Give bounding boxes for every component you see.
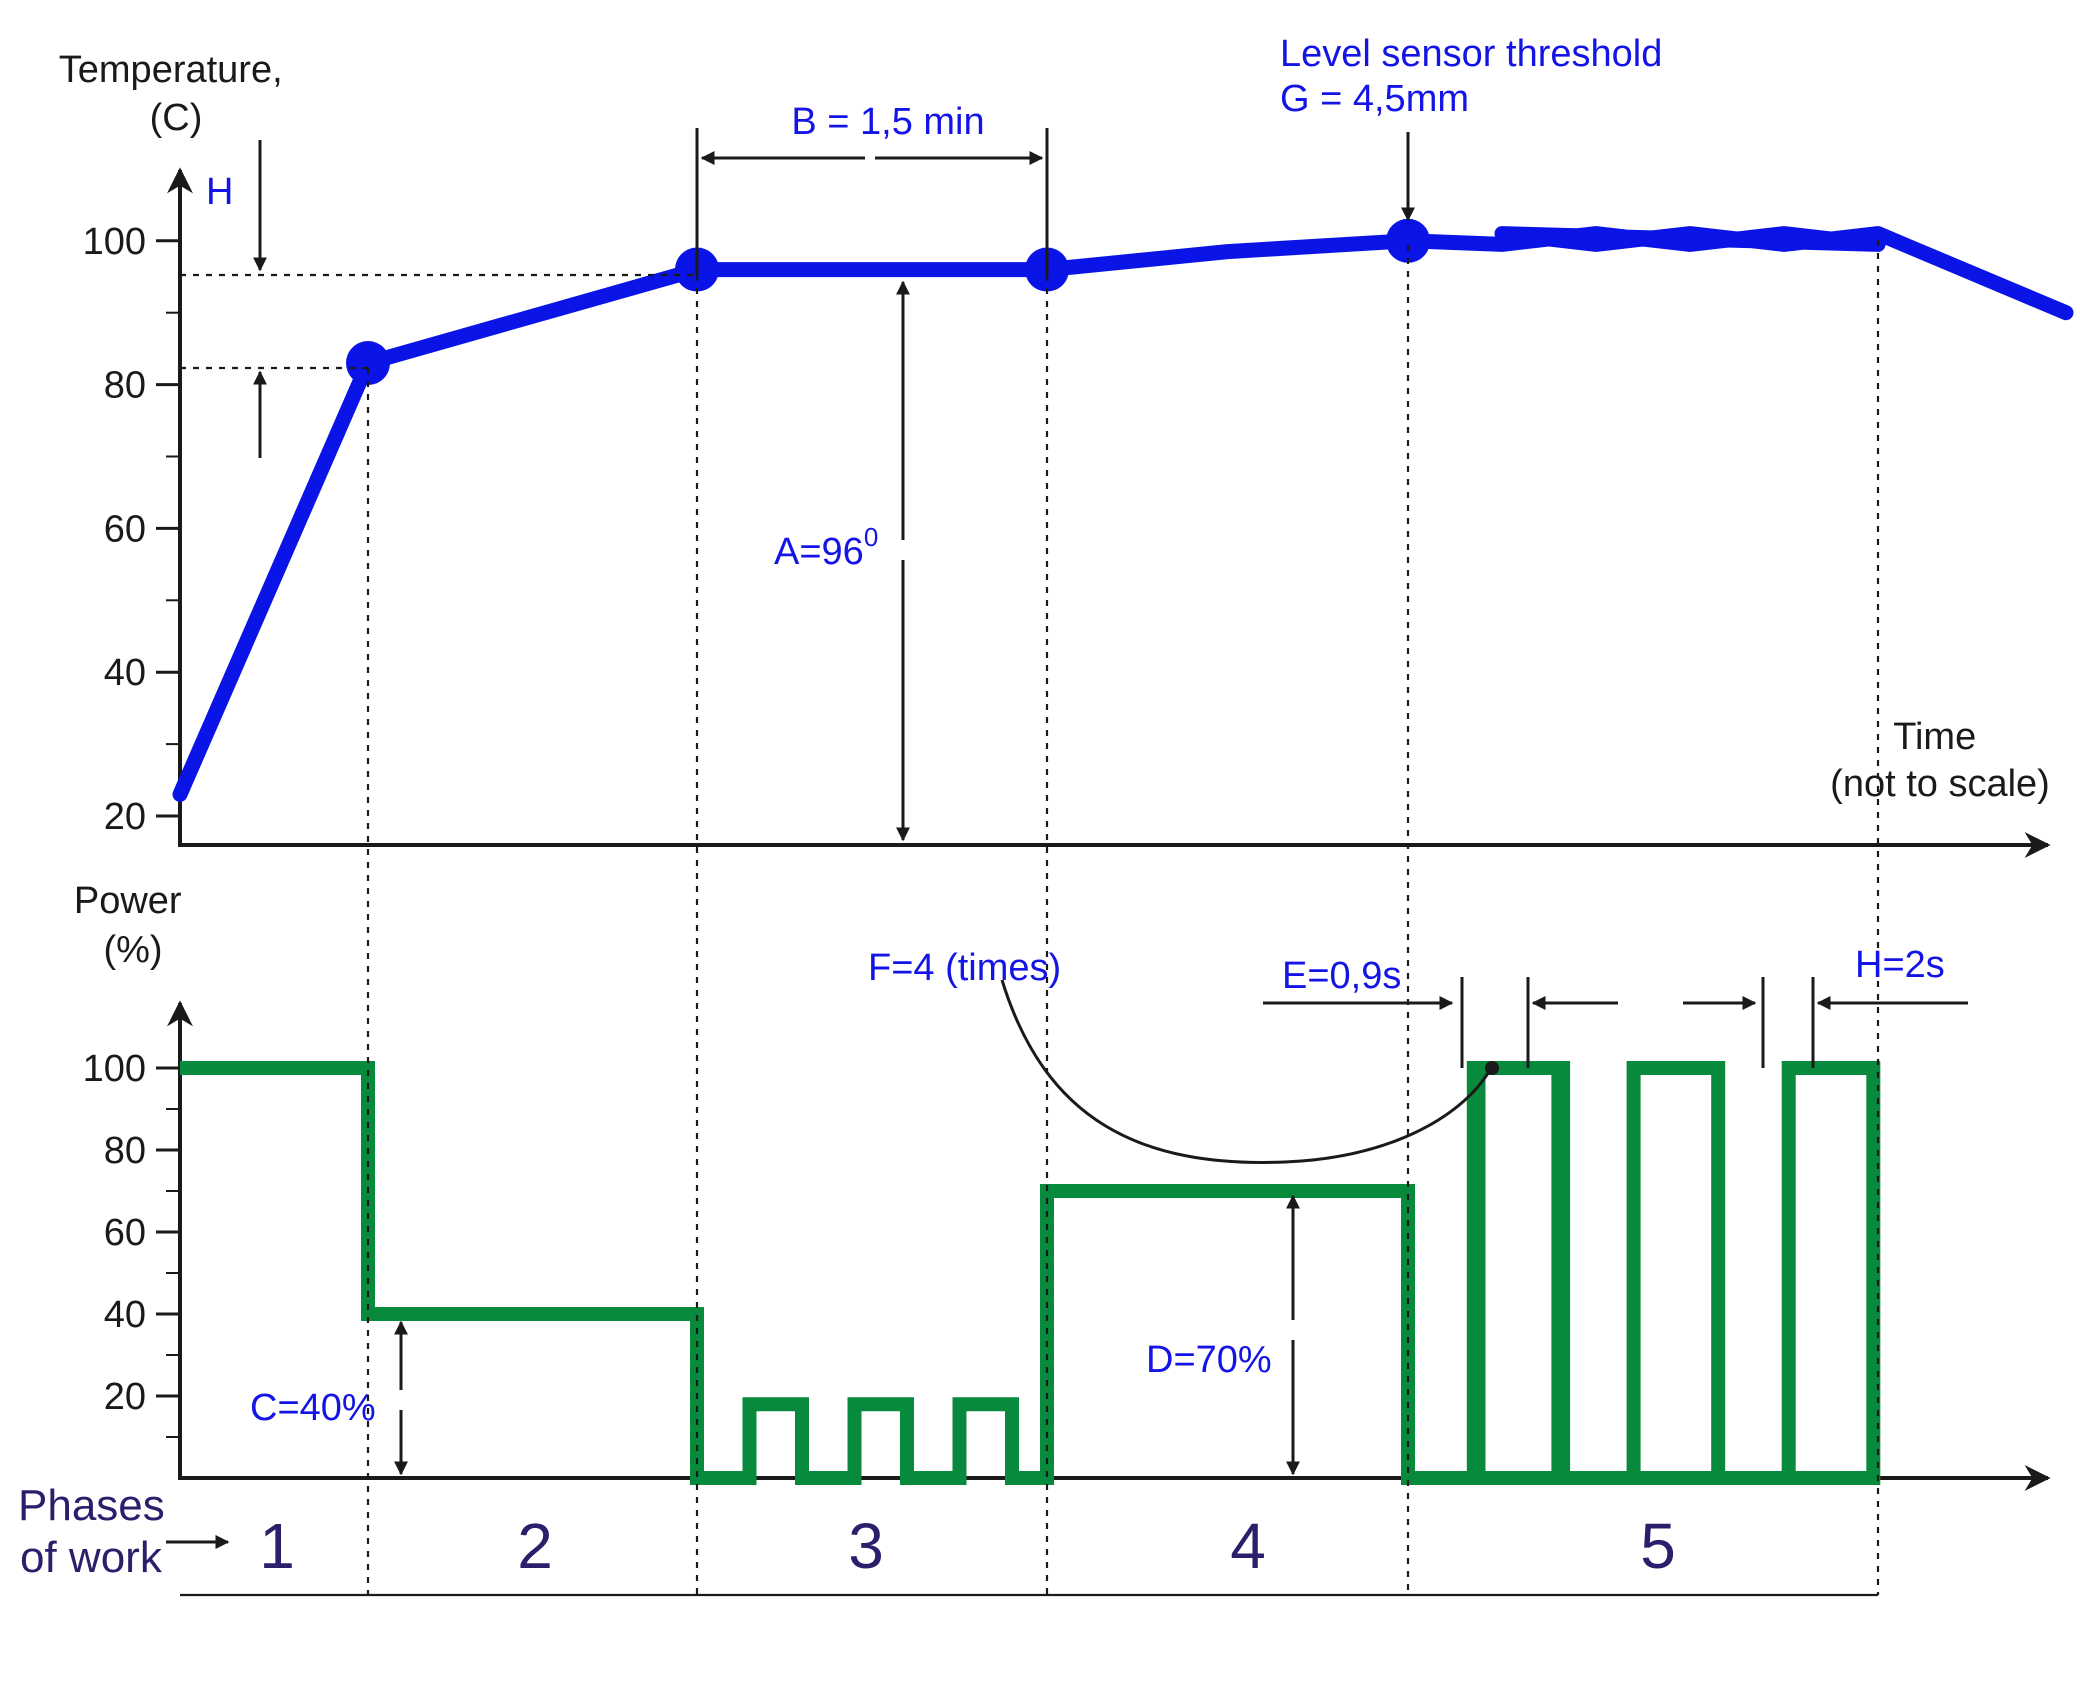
- level-sensor-label: Level sensor threshold G = 4,5mm: [1280, 33, 1673, 120]
- h-bottom-label: H=2s: [1855, 944, 1945, 986]
- d-label: D=70%: [1146, 1339, 1272, 1381]
- temperature-chart: 20 40 60 80 100 Temperature, (C) Time (not t…: [59, 49, 2074, 858]
- phases-title: Phases of work: [18, 1481, 177, 1582]
- temperature-series-line: [172, 226, 2074, 802]
- annotations: H B = 1,5 min Level sensor threshold G =…: [206, 33, 1945, 1429]
- h-top-label: H: [206, 171, 233, 213]
- c-label: C=40%: [250, 1387, 376, 1429]
- temperature-y-ticks: 20 40 60 80 100: [83, 221, 180, 838]
- phases: Phases of work 1 2 3 4 5: [18, 1481, 1676, 1582]
- y-tick-label: 100: [83, 221, 146, 263]
- y-tick-label: 60: [104, 1212, 146, 1254]
- y-tick-label: 80: [104, 365, 146, 407]
- y-tick-label: 40: [104, 652, 146, 694]
- guide-lines: [180, 240, 1880, 1595]
- y-tick-label: 60: [104, 508, 146, 550]
- power-axis-label: Power (%): [74, 880, 192, 971]
- f-label: F=4 (times): [868, 947, 1061, 989]
- temperature-axis-label: Temperature, (C): [59, 49, 293, 139]
- dimension-arrows: [166, 128, 1968, 1549]
- temperature-key-point: [1386, 218, 1430, 263]
- b-label: B = 1,5 min: [791, 101, 984, 143]
- f-curve-dot: [1485, 1061, 1499, 1075]
- y-tick-label: 100: [83, 1048, 146, 1090]
- phase-label-2: 2: [517, 1510, 553, 1582]
- phase-label-1: 1: [259, 1510, 295, 1582]
- y-tick-label: 80: [104, 1130, 146, 1172]
- power-series-line: [180, 1061, 1881, 1485]
- power-chart: 20 40 60 80 100 Power (%): [74, 880, 2051, 1491]
- y-tick-label: 20: [104, 796, 146, 838]
- y-tick-label: 40: [104, 1294, 146, 1336]
- e-label: E=0,9s: [1282, 955, 1401, 997]
- time-axis-label: Time (not to scale): [1830, 716, 2050, 805]
- power-y-ticks: 20 40 60 80 100: [83, 1048, 180, 1438]
- phase-label-3: 3: [848, 1510, 884, 1582]
- temperature-key-point: [346, 341, 390, 386]
- y-tick-label: 20: [104, 1376, 146, 1418]
- phase-label-4: 4: [1230, 1510, 1266, 1582]
- phase-label-5: 5: [1640, 1510, 1676, 1582]
- a-label: A=960: [774, 522, 878, 573]
